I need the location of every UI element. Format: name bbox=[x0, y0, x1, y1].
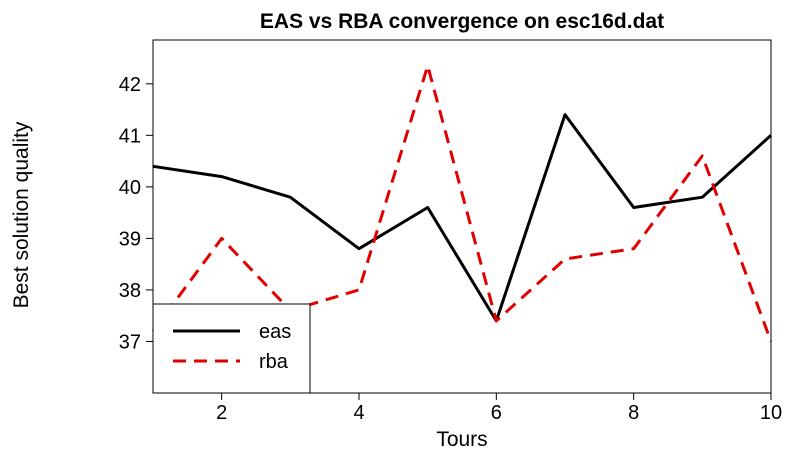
x-tick-label: 6 bbox=[491, 402, 502, 424]
legend-box bbox=[152, 303, 311, 394]
y-tick-label: 40 bbox=[119, 177, 141, 199]
y-tick-label: 41 bbox=[119, 125, 141, 147]
legend-label-rba: rba bbox=[259, 351, 289, 373]
chart-title: EAS vs RBA convergence on esc16d.dat bbox=[260, 10, 664, 33]
x-tick-label: 4 bbox=[353, 402, 364, 424]
x-tick-label: 2 bbox=[216, 402, 227, 424]
x-axis-label: Tours bbox=[436, 428, 487, 450]
y-tick-label: 39 bbox=[119, 228, 141, 250]
y-tick-label: 38 bbox=[119, 280, 141, 302]
y-tick-label: 37 bbox=[119, 331, 141, 353]
legend: eas rba bbox=[152, 303, 311, 394]
series-line-rba bbox=[151, 64, 773, 343]
x-tick-label: 10 bbox=[760, 402, 782, 424]
plot-border bbox=[152, 39, 772, 394]
plot-area: 2 4 6 8 10 37 38 39 40 41 42 eas rba bbox=[119, 39, 782, 424]
x-tick-label: 8 bbox=[628, 402, 639, 424]
legend-label-eas: eas bbox=[259, 321, 291, 343]
series-line-eas bbox=[152, 113, 773, 323]
y-tick-label: 42 bbox=[119, 74, 141, 96]
y-axis-label: Best solution quality bbox=[10, 121, 33, 308]
